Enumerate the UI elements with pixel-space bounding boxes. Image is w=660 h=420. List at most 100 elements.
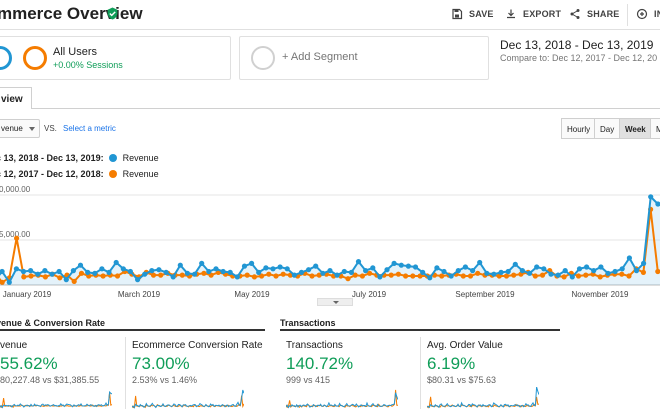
series-current-point <box>284 266 290 272</box>
series-current-point <box>127 268 133 275</box>
share-button[interactable]: SHARE <box>569 8 620 20</box>
metric-dropdown-label: venue <box>1 124 23 133</box>
series-current-point <box>541 266 547 272</box>
share-icon <box>570 9 580 19</box>
segment-compare-circle <box>23 46 47 70</box>
series-previous-point <box>114 273 121 279</box>
series-current-point <box>106 269 112 275</box>
series-current-point <box>455 268 461 274</box>
series-current-point <box>320 270 326 276</box>
card-label: Ecommerce Conversion Rate <box>132 340 263 351</box>
section-revenue-title: venue & Conversion Rate <box>0 318 106 328</box>
series-current-point <box>576 266 583 272</box>
date-range-picker[interactable]: Dec 13, 2018 - Dec 13, 2019 <box>500 38 654 52</box>
chart-collapse-toggle[interactable] <box>317 298 353 306</box>
series-previous-point <box>0 279 5 285</box>
sparkline-series <box>286 389 398 409</box>
series-current-point <box>184 270 190 276</box>
series-previous-point <box>460 273 466 279</box>
report-header: mmerce Overview SAVE EXPORT SHARE IN <box>0 0 660 30</box>
series-current-point <box>569 274 575 280</box>
series-current-point <box>491 271 497 277</box>
series-current-point <box>35 271 41 277</box>
series-current-point <box>206 268 212 275</box>
section-transactions-title: Transactions <box>280 318 336 328</box>
series-current-point <box>156 267 162 273</box>
vs-label: VS. <box>44 124 57 133</box>
series-previous-point <box>42 274 49 280</box>
series-current-point <box>291 272 297 278</box>
series-current-point <box>49 271 55 277</box>
series-previous-point <box>57 275 63 281</box>
series-current-point <box>13 266 19 272</box>
legend-previous-dot <box>108 170 117 178</box>
series-previous-point <box>561 274 567 280</box>
sparkline <box>286 389 398 409</box>
tab-overview[interactable]: view <box>0 87 32 109</box>
segment-color-circle <box>0 46 12 70</box>
series-previous-point <box>532 273 538 279</box>
legend-current-range: c 13, 2018 - Dec 13, 2019: <box>0 153 104 163</box>
granularity-month[interactable]: M <box>650 118 660 139</box>
save-button[interactable]: SAVE <box>451 8 494 20</box>
series-previous-point <box>266 271 272 277</box>
series-current-point <box>555 272 561 278</box>
add-segment-label: + Add Segment <box>282 51 358 63</box>
insights-button[interactable]: IN <box>636 8 660 20</box>
add-segment-button[interactable]: + Add Segment <box>239 36 489 80</box>
series-current-point <box>334 272 340 278</box>
metric-card-avg-order-value[interactable]: Avg. Order Value 6.19% $80.31 vs $75.63 <box>420 337 560 409</box>
granularity-day[interactable]: Day <box>594 118 621 139</box>
series-previous-point <box>201 270 207 276</box>
series-previous-point <box>244 272 250 278</box>
series-current-point <box>612 268 618 275</box>
series-current-point <box>256 269 262 275</box>
card-value: 73.00% <box>132 354 190 373</box>
revenue-line-chart[interactable]: 0,000.00 5,000.00 January 2019 March 2019 Ma… <box>0 183 660 299</box>
segment-all-users[interactable]: All Users +0.00% Sessions <box>0 36 231 80</box>
series-previous-point <box>352 272 358 278</box>
series-current-point <box>591 268 597 274</box>
select-metric-link[interactable]: Select a metric <box>63 124 116 133</box>
insights-label: IN <box>654 9 660 19</box>
series-current-point <box>270 266 276 272</box>
x-tick-label: November 2019 <box>572 290 629 299</box>
series-current-point <box>441 268 447 275</box>
series-previous-point <box>395 271 401 277</box>
series-current-point <box>241 263 248 269</box>
series-previous-point <box>539 272 546 278</box>
x-tick-label: September 2019 <box>455 290 515 299</box>
series-previous-point <box>345 276 351 282</box>
series-previous-point <box>388 272 394 278</box>
series-current-point <box>149 268 155 274</box>
metric-dropdown[interactable]: venue <box>0 119 40 138</box>
series-current-point <box>199 260 205 266</box>
series-current-point <box>263 265 269 271</box>
granularity-week[interactable]: Week <box>619 118 652 139</box>
export-button[interactable]: EXPORT <box>505 8 561 20</box>
card-value: 6.19% <box>427 354 476 373</box>
series-previous-point <box>158 272 164 278</box>
series-current-point <box>626 255 633 261</box>
card-label: Transactions <box>286 340 343 351</box>
series-current-point <box>42 268 48 274</box>
granularity-hourly[interactable]: Hourly <box>561 118 597 139</box>
series-current-point <box>92 270 98 276</box>
series-previous-point <box>14 235 20 241</box>
series-current-point <box>562 268 568 274</box>
metric-card-conversion-rate[interactable]: Ecommerce Conversion Rate 73.00% 2.53% v… <box>125 337 265 409</box>
series-previous-point <box>475 270 481 276</box>
series-current-point <box>85 269 91 275</box>
insights-icon <box>636 8 648 20</box>
series-previous-point <box>309 273 315 279</box>
series-current-point <box>477 259 483 266</box>
card-value: 55.62% <box>0 354 58 373</box>
chevron-down-icon <box>29 127 35 131</box>
series-current-point <box>598 264 604 270</box>
metric-card-revenue[interactable]: venue 55.62% 80,227.48 vs $31,385.55 <box>0 337 124 409</box>
series-current-point <box>505 268 511 275</box>
series-previous-point <box>273 273 279 279</box>
metric-card-transactions[interactable]: Transactions 140.72% 999 vs 415 <box>280 337 415 409</box>
series-current-point <box>192 271 198 277</box>
series-previous-point <box>259 273 265 279</box>
